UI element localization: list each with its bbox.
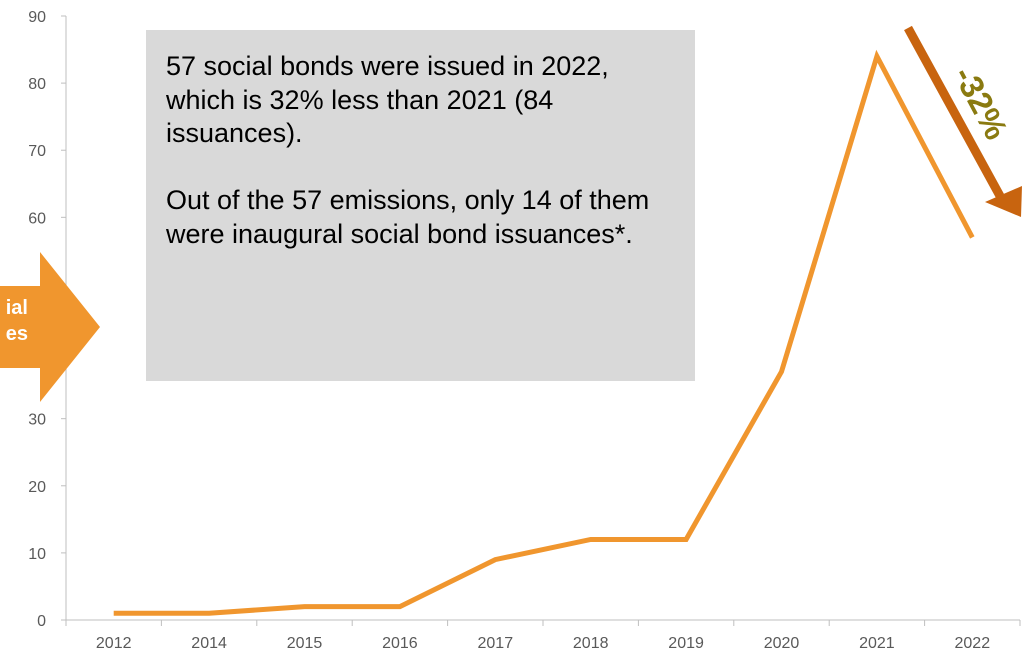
decrease-arrow-head (985, 186, 1022, 217)
y-tick-label: 80 (28, 76, 46, 93)
callout-paragraph-2: Out of the 57 emissions, only 14 of them… (166, 185, 650, 249)
y-tick-label: 70 (28, 143, 46, 160)
x-tick-label: 2015 (287, 635, 323, 652)
right-arrow-icon (0, 252, 100, 402)
x-tick-label: 2019 (668, 635, 704, 652)
y-tick-label: 30 (28, 412, 46, 429)
y-tick-label: 0 (37, 613, 46, 630)
decrease-arrow-shaft (904, 25, 1004, 199)
y-tick-label: 20 (28, 479, 46, 496)
callout-box: 57 social bonds were issued in 2022, whi… (146, 30, 695, 381)
x-tick-label: 2021 (859, 635, 895, 652)
side-arrow-text: ial es (0, 295, 28, 347)
series-layer (113, 49, 975, 616)
side-arrow-line-1: ial (5, 297, 28, 319)
x-tick-label: 2020 (764, 635, 800, 652)
x-tick-label: 2018 (573, 635, 609, 652)
y-tick-label: 10 (28, 546, 46, 563)
x-tick-label: 2012 (96, 635, 132, 652)
x-tick-label: 2017 (478, 635, 514, 652)
callout-paragraph-1: 57 social bonds were issued in 2022, whi… (166, 51, 609, 148)
decrease-arrow-icon (904, 25, 1022, 217)
x-tick-label: 2014 (191, 635, 227, 652)
series-line (113, 49, 975, 616)
x-axis-ticks: 2012 2014 2015 2016 2017 2018 2019 2020 2021 2022 (65, 620, 1021, 652)
y-tick-label: 60 (28, 210, 46, 227)
x-tick-label: 2022 (955, 635, 991, 652)
side-arrow: ial es (0, 252, 100, 402)
x-tick-label: 2016 (382, 635, 418, 652)
y-tick-label: 90 (28, 9, 46, 26)
side-arrow-line-2: es (5, 323, 28, 345)
